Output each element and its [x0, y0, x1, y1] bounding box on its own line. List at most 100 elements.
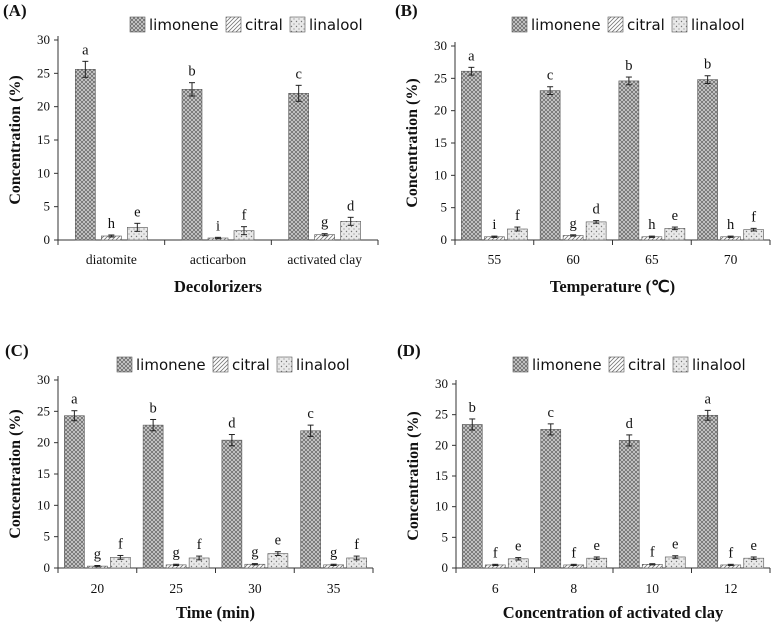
significance-letter: a	[705, 391, 712, 407]
legend-label-limonene: limonene	[149, 16, 219, 34]
bar-limonene	[221, 439, 243, 569]
y-tick-label: 15	[434, 135, 447, 150]
legend-label-citral: citral	[627, 16, 665, 34]
bar-linalool	[585, 221, 607, 241]
y-tick-label: 20	[434, 103, 447, 118]
bar-limonene	[142, 424, 164, 569]
significance-letter: g	[94, 546, 101, 562]
chart-panel-c: (C) limonene citral linalool 0 5 10 15 20 25 30 Con…	[5, 341, 374, 622]
bar-limonene	[539, 90, 561, 241]
significance-letter: d	[626, 416, 634, 432]
significance-letter: f	[197, 537, 202, 553]
bar-limonene	[461, 424, 483, 569]
significance-letter: f	[728, 545, 733, 561]
legend-swatch-limonene	[512, 356, 529, 373]
x-tick-label: 30	[248, 581, 262, 596]
y-axis-label: Concentration (%)	[7, 75, 24, 204]
significance-letter: i	[216, 218, 220, 234]
y-tick-label: 15	[435, 468, 448, 483]
significance-letter: a	[468, 48, 475, 64]
significance-letter: g	[330, 545, 337, 561]
significance-letter: c	[307, 406, 313, 422]
significance-letter: f	[493, 545, 498, 561]
bar-limonene	[618, 80, 640, 241]
legend: limonene citral linalool	[511, 16, 745, 34]
x-tick-label: 70	[724, 252, 738, 267]
legend-label-citral: citral	[245, 16, 283, 34]
legend-swatch-citral	[608, 356, 625, 373]
y-tick-label: 15	[37, 132, 50, 147]
legend-label-limonene: limonene	[136, 356, 206, 374]
y-tick-label: 20	[37, 99, 50, 114]
x-axis-label: Temperature (℃)	[550, 277, 675, 296]
y-tick-label: 25	[434, 70, 447, 85]
y-tick-label: 30	[435, 376, 448, 391]
legend: limonene citral linalool	[512, 356, 746, 374]
y-tick-label: 5	[442, 529, 449, 544]
legend-label-linalool: linalool	[296, 356, 350, 374]
x-tick-label: 60	[566, 252, 580, 267]
significance-letter: e	[515, 539, 521, 555]
bar-limonene	[697, 414, 719, 569]
x-tick-label: 12	[724, 581, 738, 596]
legend: limonene citral linalool	[129, 16, 363, 34]
x-tick-label: activated clay	[287, 252, 362, 267]
bar-limonene	[288, 93, 309, 241]
legend-label-citral: citral	[232, 356, 270, 374]
x-axis-label: Decolorizers	[174, 277, 263, 296]
bar-limonene	[75, 69, 96, 241]
x-tick-label: 25	[169, 581, 183, 596]
legend-label-linalool: linalool	[309, 16, 363, 34]
legend-swatch-linalool	[672, 356, 689, 373]
x-axis-label: Time (min)	[176, 603, 255, 622]
significance-letter: e	[751, 538, 757, 554]
x-tick-label: 10	[646, 581, 660, 596]
legend-swatch-linalool	[671, 16, 688, 33]
y-tick-label: 30	[37, 32, 50, 47]
significance-letter: d	[593, 202, 601, 218]
significance-letter: f	[354, 537, 359, 553]
y-axis-label: Concentration (%)	[7, 409, 24, 538]
y-tick-label: 0	[44, 232, 51, 247]
x-tick-label: 8	[570, 581, 577, 596]
significance-letter: e	[672, 208, 678, 224]
bar-limonene	[300, 430, 321, 569]
y-tick-label: 10	[37, 165, 50, 180]
y-tick-label: 5	[44, 529, 51, 544]
legend-swatch-limonene	[511, 16, 528, 33]
bar-limonene	[540, 429, 562, 569]
significance-letter: g	[321, 215, 328, 231]
y-tick-label: 15	[37, 466, 50, 481]
y-tick-label: 0	[441, 232, 448, 247]
significance-letter: b	[188, 64, 195, 80]
significance-letter: f	[650, 545, 655, 561]
x-axis-label: Concentration of activated clay	[503, 603, 724, 622]
significance-letter: c	[295, 66, 301, 82]
significance-letter: g	[251, 545, 258, 561]
legend-label-citral: citral	[628, 356, 666, 374]
y-tick-label: 25	[37, 65, 50, 80]
significance-letter: e	[672, 537, 678, 553]
significance-letter: i	[492, 217, 496, 233]
significance-letter: b	[469, 400, 476, 416]
chart-panel-d: (D) limonene citral linalool 0 5 10 15 20 25 30 Con…	[397, 341, 771, 622]
legend-label-limonene: limonene	[531, 16, 601, 34]
x-tick-label: 35	[327, 581, 341, 596]
y-tick-label: 0	[442, 560, 449, 575]
panel-label: (B)	[395, 1, 418, 20]
significance-letter: g	[173, 545, 180, 561]
y-axis-label: Concentration (%)	[405, 411, 422, 540]
significance-letter: a	[71, 392, 78, 408]
panel-label: (C)	[5, 341, 29, 360]
y-tick-label: 0	[44, 560, 51, 575]
significance-letter: d	[347, 198, 355, 214]
bar-limonene	[64, 415, 85, 569]
bar-limonene	[618, 440, 640, 569]
y-tick-label: 20	[37, 435, 50, 450]
x-tick-label: acticarbon	[190, 252, 246, 267]
legend-swatch-limonene	[129, 16, 146, 33]
chart-panel-b: (B) limonene citral linalool 0 5 10 15 20 25 30 Con…	[395, 1, 771, 296]
y-tick-label: 10	[37, 497, 50, 512]
y-tick-label: 5	[441, 200, 448, 215]
